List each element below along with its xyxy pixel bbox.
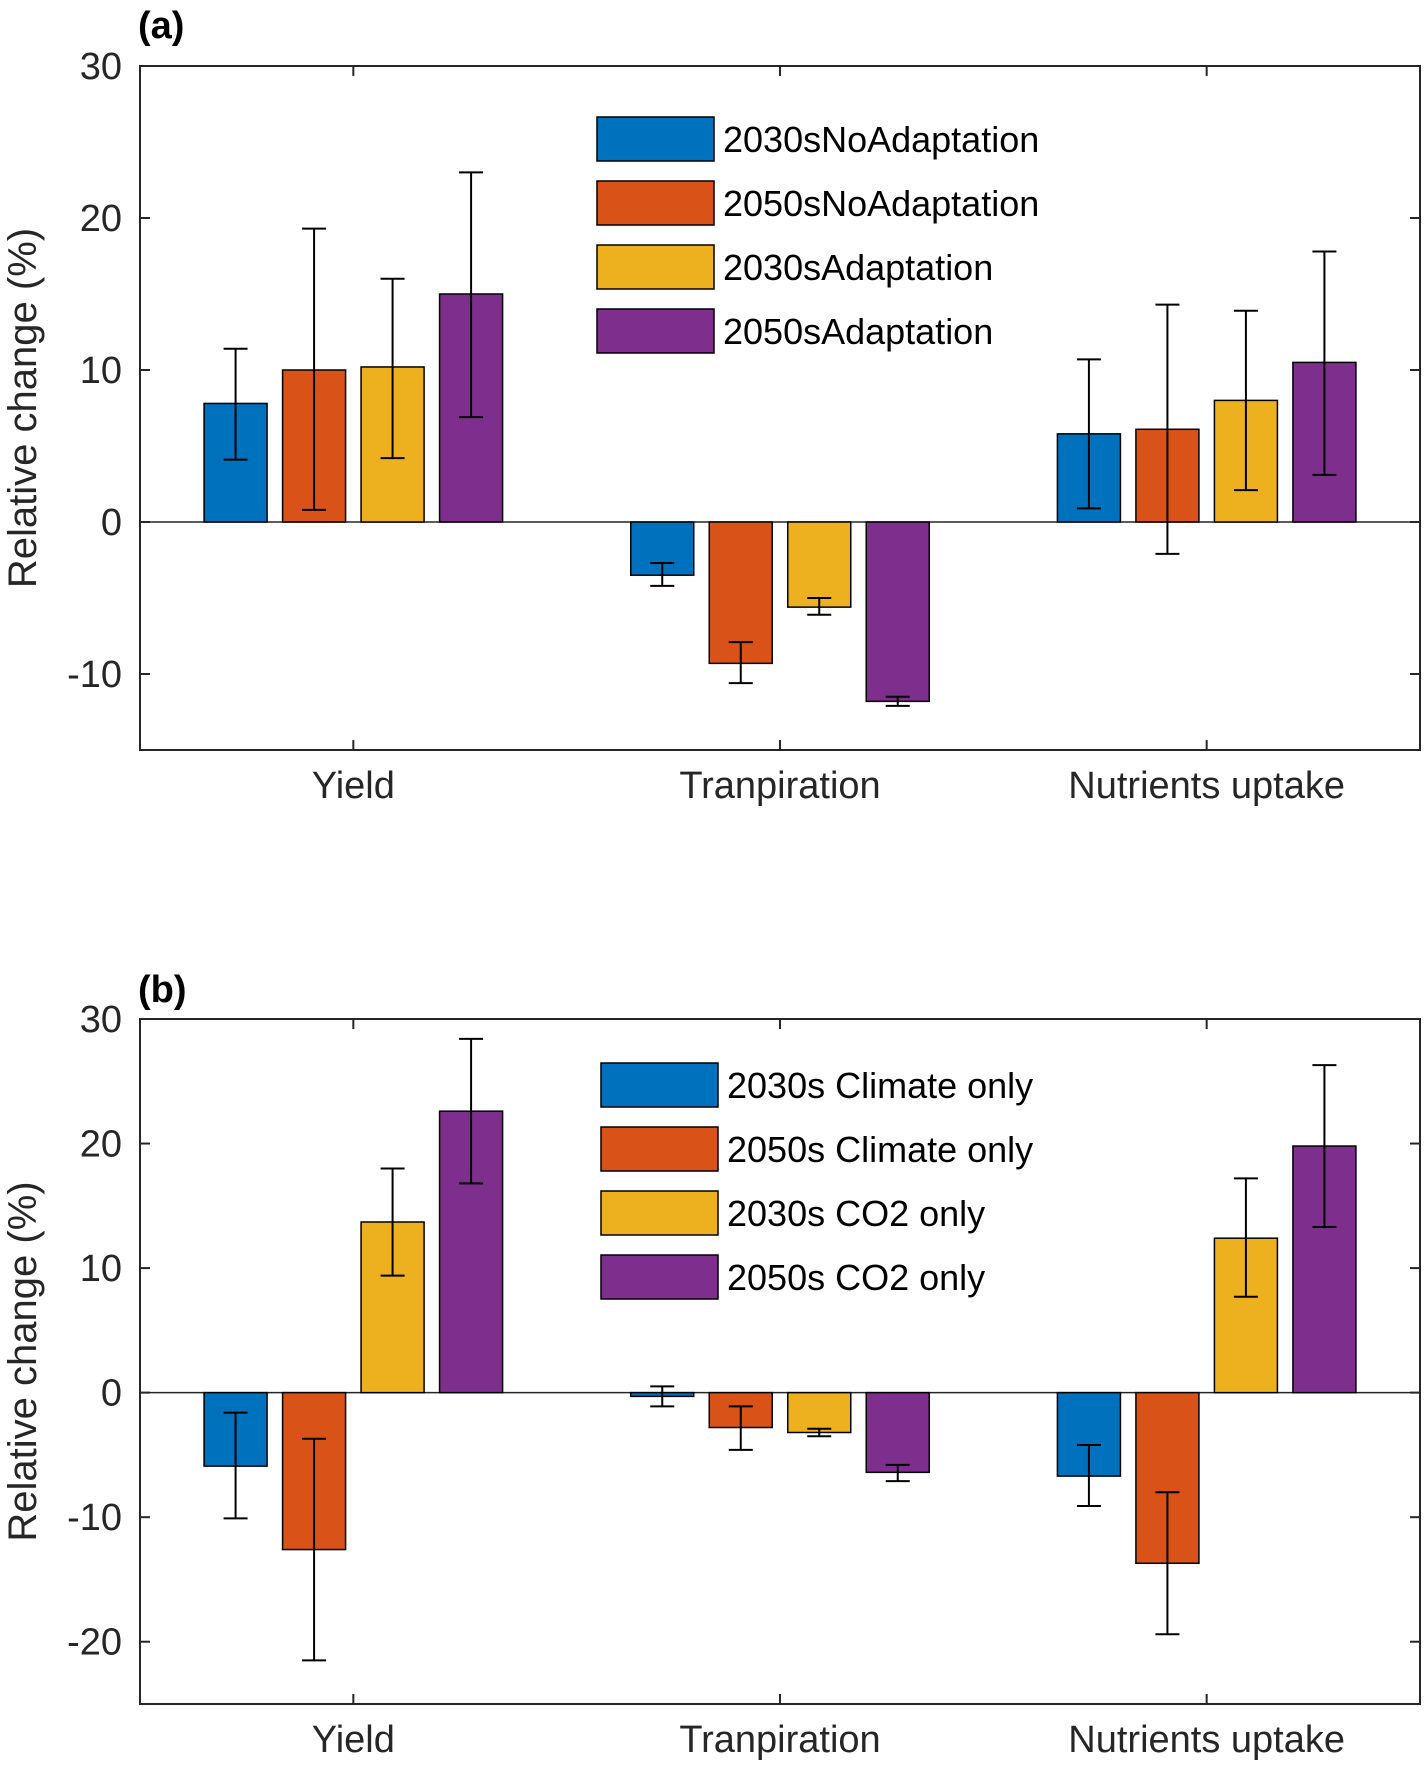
legend-swatch [600, 1190, 719, 1236]
chart-panel-a: (a) -10 0 10 20 30 Yield Tranpiration Nutrients … [1, 5, 1421, 807]
bar-2030s-co2-only-tranpiration [787, 1391, 852, 1434]
legend-swatch [596, 244, 715, 290]
x-tick-label: Yield [312, 765, 395, 807]
legend-swatch [600, 1254, 719, 1300]
x-tick-label: Tranpiration [679, 1719, 880, 1761]
legend-swatch [596, 308, 715, 354]
x-tick-label: Yield [312, 1719, 395, 1761]
legend-label: 2050sNoAdaptation [723, 183, 1039, 224]
y-tick-label: 30 [80, 999, 122, 1041]
legend-swatch [600, 1062, 719, 1108]
legend-label: 2030s CO2 only [727, 1193, 985, 1234]
y-axis-label: Relative change (%) [1, 1181, 45, 1541]
y-tick-label: 20 [80, 198, 122, 240]
y-tick-label: 30 [80, 46, 122, 88]
bar-2030sadaptation-tranpiration [787, 521, 852, 608]
legend-label: 2050sAdaptation [723, 311, 993, 352]
bar-2050s-climate-only-nutrients-uptake [1135, 1391, 1200, 1565]
legend-label: 2050s CO2 only [727, 1257, 985, 1298]
legend-label: 2030sAdaptation [723, 247, 993, 288]
legend-swatch [596, 116, 715, 162]
legend-label: 2030sNoAdaptation [723, 119, 1039, 160]
bar-2050s-co2-only-tranpiration [865, 1391, 930, 1474]
x-tick-label: Nutrients uptake [1068, 1719, 1345, 1761]
y-tick-label: 0 [101, 502, 122, 544]
legend: 2030s Climate only 2050s Climate only 2030… [600, 1062, 1033, 1300]
legend-swatch [600, 1126, 719, 1172]
chart-panel-b: (b) -20 -10 0 10 20 30 Yield Tranpiration Nutrien… [1, 969, 1421, 1761]
y-tick-label: -10 [67, 1497, 122, 1539]
x-tick-label: Nutrients uptake [1068, 765, 1345, 807]
legend: 2030sNoAdaptation 2050sNoAdaptation 2030sA… [596, 116, 1039, 354]
panel-label: (a) [138, 5, 184, 47]
legend-label: 2030s Climate only [727, 1065, 1033, 1106]
x-tick-label: Tranpiration [679, 765, 880, 807]
y-axis-label: Relative change (%) [1, 228, 45, 588]
y-tick-label: 10 [80, 350, 122, 392]
y-tick-label: 0 [101, 1373, 122, 1415]
legend-swatch [596, 180, 715, 226]
panel-label: (b) [138, 969, 187, 1011]
y-tick-label: 20 [80, 1124, 122, 1166]
y-tick-label: 10 [80, 1248, 122, 1290]
bar-2050snoadaptation-tranpiration [708, 521, 773, 665]
legend-label: 2050s Climate only [727, 1129, 1033, 1170]
y-tick-label: -20 [67, 1622, 122, 1664]
bar-2050sadaptation-tranpiration [865, 521, 930, 703]
y-tick-label: -10 [67, 654, 122, 696]
